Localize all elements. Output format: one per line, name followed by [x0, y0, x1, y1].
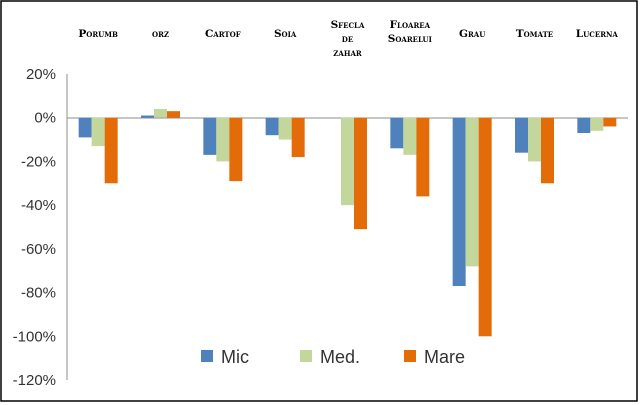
legend-label-med: Med.: [320, 347, 360, 367]
bar-mare-tomate: [541, 117, 554, 184]
bar-med-orz: [154, 108, 167, 118]
y-tick-label: 0%: [34, 110, 56, 127]
y-tick-label: -40%: [21, 197, 56, 214]
legend: Mic Med. Mare: [201, 347, 465, 367]
category-label: Cartof: [205, 28, 241, 40]
bar-mic-floarea-soarelui: [390, 117, 404, 149]
legend-swatch-mare: [404, 350, 416, 362]
bar-med-tomate: [528, 117, 541, 162]
y-tick-label: -100%: [13, 328, 56, 345]
bar-med-lucerna: [590, 117, 604, 131]
legend-label-mic: Mic: [221, 347, 249, 367]
category-labels: Porumb orz Cartof Soia Sfecla de zahar Floarea S…: [78, 19, 618, 59]
category-label: Soia: [274, 28, 297, 40]
bar-mic-porumb: [78, 117, 92, 138]
bar-med-floarea-soarelui: [403, 117, 417, 155]
y-tick-label: -80%: [21, 285, 56, 302]
y-tick-labels: 20% 0% -20% -40% -60% -80% -100% -120%: [13, 66, 56, 389]
category-label: Floarea Soarelui: [388, 19, 432, 45]
bar-mare-floarea-soarelui: [416, 117, 430, 197]
bar-med-soia: [278, 117, 292, 140]
category-label: Lucerna: [576, 28, 619, 40]
bar-mic-cartof: [203, 117, 217, 155]
category-label: Porumb: [78, 28, 118, 40]
bar-mic-grau: [452, 117, 466, 287]
bar-med-cartof: [216, 117, 230, 162]
legend-swatch-med: [300, 350, 312, 362]
legend-label-mare: Mare: [424, 347, 465, 367]
bar-mare-porumb: [104, 117, 118, 184]
bar-mare-orz: [167, 111, 180, 118]
category-label: orz: [152, 28, 169, 40]
bar-med-grau: [465, 117, 479, 267]
y-tick-label: -60%: [21, 241, 56, 258]
bar-mare-sfecla-de-zahar: [354, 117, 367, 230]
bar-mare-cartof: [229, 117, 243, 182]
bar-mare-soia: [291, 117, 305, 158]
bars: [78, 108, 617, 337]
bar-mare-lucerna: [603, 117, 617, 127]
category-label: Tomate: [516, 28, 553, 40]
bar-med-sfecla-de-zahar: [341, 117, 354, 206]
y-tick-label: -20%: [21, 153, 56, 170]
category-label: Grau: [459, 28, 485, 40]
category-label: Sfecla de zahar: [331, 19, 365, 59]
bar-mic-soia: [265, 117, 279, 136]
bar-med-porumb: [91, 117, 105, 147]
bar-mic-tomate: [515, 117, 528, 153]
y-tick-label: -120%: [13, 372, 56, 389]
bar-mare-grau: [478, 117, 492, 337]
legend-swatch-mic: [201, 350, 213, 362]
bar-mic-lucerna: [577, 117, 591, 134]
bar-mic-orz: [141, 115, 154, 118]
y-tick-label: 20%: [26, 66, 56, 83]
